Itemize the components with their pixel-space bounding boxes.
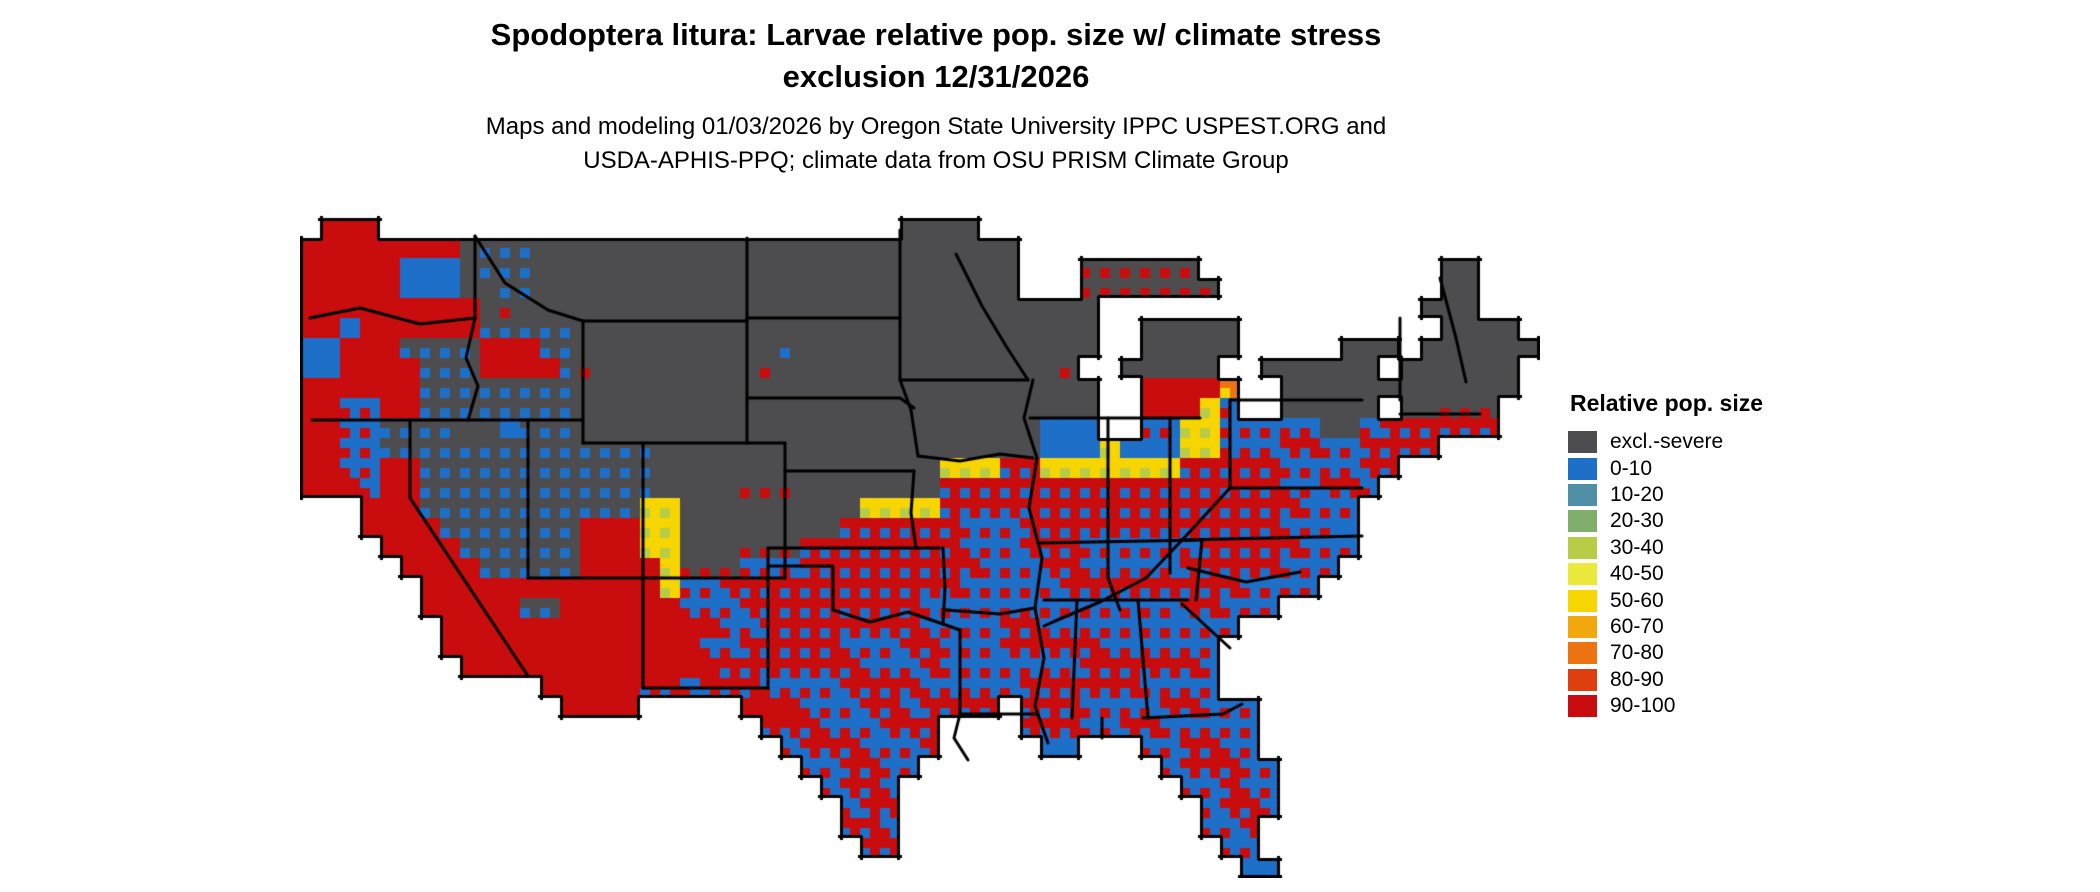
legend-swatch bbox=[1568, 536, 1597, 559]
page-title-line1: Spodoptera litura: Larvae relative pop. … bbox=[490, 17, 1382, 52]
legend-item: 90-100 bbox=[1568, 693, 1798, 719]
map-legend: Relative pop. size excl.-severe 0-10 10-20… bbox=[1568, 390, 1798, 719]
legend-item: 0-10 bbox=[1568, 455, 1798, 481]
legend-label: 90-100 bbox=[1610, 694, 1676, 718]
legend-item: 40-50 bbox=[1568, 561, 1798, 587]
legend-label: 10-20 bbox=[1610, 482, 1664, 506]
legend-label: 40-50 bbox=[1610, 562, 1664, 586]
legend-swatch bbox=[1568, 457, 1597, 480]
legend-item: 30-40 bbox=[1568, 535, 1798, 561]
legend-item: 10-20 bbox=[1568, 482, 1798, 508]
legend-swatch bbox=[1568, 483, 1597, 506]
legend-label: 20-30 bbox=[1610, 509, 1664, 533]
legend-swatch bbox=[1568, 695, 1597, 718]
legend-label: 30-40 bbox=[1610, 535, 1664, 559]
legend-swatch bbox=[1568, 642, 1597, 665]
legend-item: excl.-severe bbox=[1568, 429, 1798, 455]
legend-label: 50-60 bbox=[1610, 588, 1664, 612]
legend-label: 70-80 bbox=[1610, 641, 1664, 665]
page-subtitle-line1: Maps and modeling 01/03/2026 by Oregon S… bbox=[485, 113, 1387, 140]
legend-title: Relative pop. size bbox=[1570, 390, 1764, 416]
legend-item: 60-70 bbox=[1568, 614, 1798, 640]
legend-label: 80-90 bbox=[1610, 667, 1664, 691]
legend-items: excl.-severe 0-10 10-20 20-30 30-40 40-50 50-6… bbox=[1568, 429, 1798, 719]
legend-swatch bbox=[1568, 431, 1597, 454]
legend-item: 70-80 bbox=[1568, 640, 1798, 666]
legend-label: excl.-severe bbox=[1610, 430, 1724, 454]
legend-label: 0-10 bbox=[1610, 456, 1653, 480]
legend-swatch bbox=[1568, 563, 1597, 586]
legend-item: 50-60 bbox=[1568, 587, 1798, 613]
us-map-canvas bbox=[300, 158, 1540, 878]
legend-item: 80-90 bbox=[1568, 667, 1798, 693]
legend-item: 20-30 bbox=[1568, 508, 1798, 534]
legend-swatch bbox=[1568, 510, 1597, 533]
legend-swatch bbox=[1568, 589, 1597, 612]
legend-label: 60-70 bbox=[1610, 614, 1664, 638]
legend-swatch bbox=[1568, 615, 1597, 638]
page-title-line2: exclusion 12/31/2026 bbox=[782, 59, 1090, 94]
legend-swatch bbox=[1568, 668, 1597, 691]
page-title: Spodoptera litura: Larvae relative pop. … bbox=[0, 14, 1872, 98]
